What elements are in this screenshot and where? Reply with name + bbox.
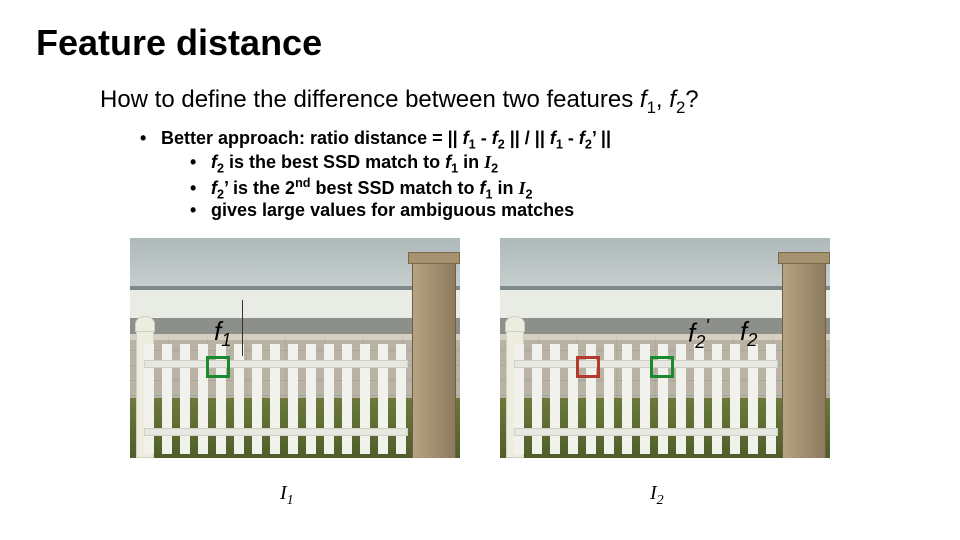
cap-I1-sub: 1: [287, 493, 294, 508]
bm-f1bs: 1: [556, 138, 563, 152]
scene-band: [130, 290, 460, 318]
bullet-main: • Better approach: ratio distance = || f…: [140, 128, 611, 152]
slide-subtitle: How to define the difference between two…: [100, 86, 699, 118]
caption-I1: I1: [280, 482, 294, 509]
s2-bp: nd: [295, 176, 310, 190]
fence-post-big: [412, 260, 456, 458]
s1-as: 2: [217, 162, 224, 176]
label-f2-sub: 2: [747, 330, 757, 350]
subtitle-f1: f: [640, 86, 647, 113]
fence-rail-top: [144, 360, 408, 368]
fence-post-big-cap: [778, 252, 830, 264]
bm-f1s: 1: [469, 138, 476, 152]
figure-I1: [130, 238, 460, 458]
bm-prefix: Better approach: ratio distance = ||: [161, 128, 463, 148]
fence: [514, 350, 778, 454]
feature-box-f2: [650, 356, 674, 378]
subtitle-f2: f: [669, 86, 676, 113]
fence-post-big: [782, 260, 826, 458]
s2-e: in: [493, 178, 519, 198]
cap-I2-sub: 2: [657, 493, 664, 508]
fence-rail-bottom: [144, 428, 408, 436]
figure-I2: [500, 238, 830, 458]
bullet-sub-2: • f2’ is the 2nd best SSD match to f1 in…: [190, 176, 533, 202]
label-f1: f1: [214, 316, 231, 351]
feature-box-f1: [206, 356, 230, 378]
s1-es: 2: [491, 162, 498, 176]
bm-t2: -: [476, 128, 492, 148]
s2-c: best SSD match to: [310, 178, 479, 198]
bullet-sub-3: • gives large values for ambiguous match…: [190, 200, 574, 221]
annotation-line: [242, 300, 243, 356]
bullet-dot-icon: •: [140, 128, 156, 149]
label-f2p-sub: 2: [695, 332, 705, 352]
bullet-dot-icon: •: [190, 152, 206, 173]
scene-band: [500, 290, 830, 318]
bm-t4: || / ||: [505, 128, 550, 148]
fence-rail-bottom: [514, 428, 778, 436]
bm-t6: -: [563, 128, 579, 148]
s2-b: is the 2: [228, 178, 295, 198]
label-f2: f2: [740, 316, 757, 351]
feature-box-f2prime: [576, 356, 600, 378]
s1-b: is the best SSD match to: [224, 152, 445, 172]
bullet-dot-icon: •: [190, 200, 206, 221]
subtitle-f2-sub: 2: [676, 98, 685, 117]
caption-I2: I2: [650, 482, 664, 509]
label-f1-sub: 1: [221, 330, 231, 350]
cap-I2-base: I: [650, 482, 657, 504]
subtitle-f1-sub: 1: [647, 98, 656, 117]
bm-t8: ||: [596, 128, 611, 148]
fence-post-small-cap: [505, 316, 525, 332]
bullet-sub-1: • f2 is the best SSD match to f1 in I2: [190, 152, 498, 176]
label-f2p-prime: ': [705, 316, 708, 336]
cap-I1-base: I: [280, 482, 287, 504]
s3-text: gives large values for ambiguous matches: [211, 200, 574, 220]
fence: [144, 350, 408, 454]
subtitle-prefix: How to define the difference between two…: [100, 86, 640, 113]
subtitle-suffix: ?: [685, 86, 698, 113]
bm-f2s: 2: [498, 138, 505, 152]
fence-post-small-cap: [135, 316, 155, 332]
bm-f2ps: 2: [585, 138, 592, 152]
slide-title: Feature distance: [36, 22, 322, 64]
fence-post-big-cap: [408, 252, 460, 264]
fence-rail-top: [514, 360, 778, 368]
s2-f: I: [519, 178, 526, 198]
bullet-dot-icon: •: [190, 178, 206, 199]
s1-d: in: [458, 152, 484, 172]
subtitle-sep: ,: [656, 86, 669, 113]
label-f2prime: f2': [688, 316, 709, 353]
